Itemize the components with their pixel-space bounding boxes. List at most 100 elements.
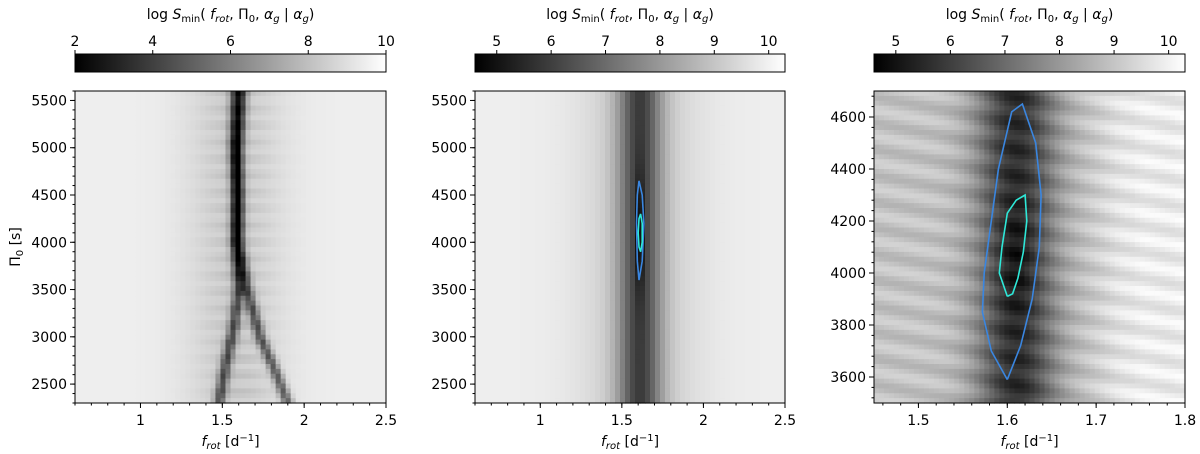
heatmap-cell	[540, 130, 546, 136]
heatmap-cell	[360, 115, 367, 121]
heatmap-cell	[150, 383, 156, 389]
heatmap-cell	[295, 344, 302, 350]
heatmap-cell	[130, 120, 136, 126]
heatmap-cell	[250, 95, 257, 102]
heatmap-cell	[340, 173, 347, 180]
heatmap-cell	[75, 256, 81, 263]
heatmap-cell	[525, 125, 531, 131]
heatmap-cell	[310, 271, 317, 277]
heatmap-cell	[310, 222, 317, 229]
heatmap-cell	[80, 159, 86, 165]
heatmap-cell	[285, 383, 292, 389]
y-tick-label: 5000	[31, 141, 67, 157]
heatmap-cell	[375, 237, 382, 243]
heatmap-cell	[525, 261, 531, 268]
heatmap-cell	[525, 91, 531, 97]
heatmap-cell	[200, 222, 207, 229]
heatmap-cell	[150, 364, 156, 370]
heatmap-cell	[145, 276, 151, 282]
heatmap-cell	[495, 178, 501, 185]
heatmap-cell	[195, 91, 202, 97]
heatmap-cell	[180, 261, 186, 268]
heatmap-cell	[160, 247, 166, 253]
heatmap-cell	[285, 130, 292, 136]
heatmap-cell	[190, 242, 196, 248]
heatmap-cell	[290, 125, 297, 131]
heatmap-cell	[155, 188, 161, 194]
heatmap-cell	[235, 329, 242, 336]
heatmap-cell	[220, 232, 227, 238]
heatmap-cell	[495, 271, 501, 277]
heatmap-cell	[220, 217, 227, 224]
heatmap-cell	[75, 290, 81, 297]
heatmap-cell	[205, 378, 212, 385]
heatmap-cell	[315, 344, 322, 350]
heatmap-cell	[290, 329, 297, 336]
heatmap-cell	[140, 266, 146, 272]
heatmap-cell	[135, 364, 141, 370]
heatmap-cell	[345, 169, 352, 175]
heatmap-cell	[305, 208, 312, 214]
heatmap-cell	[510, 315, 516, 321]
heatmap-cell	[380, 281, 387, 287]
heatmap-cell	[480, 325, 486, 331]
heatmap-cell	[370, 300, 377, 307]
heatmap-cell	[130, 368, 136, 375]
heatmap-cell	[525, 110, 531, 116]
heatmap-cell	[170, 130, 176, 136]
heatmap-cell	[255, 105, 262, 112]
heatmap-cell	[295, 334, 302, 341]
heatmap-cell	[500, 110, 506, 116]
heatmap-cell	[305, 364, 312, 370]
heatmap-cell	[165, 169, 171, 175]
heatmap-cell	[165, 134, 171, 141]
heatmap-cell	[125, 315, 131, 321]
heatmap-cell	[365, 281, 372, 287]
heatmap-cell	[305, 237, 312, 243]
heatmap-cell	[140, 388, 146, 394]
heatmap-cell	[475, 91, 481, 97]
heatmap-cell	[245, 344, 252, 350]
heatmap-cell	[135, 193, 141, 199]
heatmap-cell	[240, 139, 247, 146]
heatmap-cell	[320, 134, 327, 141]
heatmap-cell	[175, 178, 181, 185]
heatmap-cell	[75, 134, 81, 141]
heatmap-cell	[145, 222, 151, 229]
heatmap-cell	[335, 169, 342, 175]
heatmap-cell	[110, 286, 116, 292]
heatmap-cell	[240, 295, 247, 302]
heatmap-cell	[105, 334, 111, 341]
heatmap-cell	[95, 290, 101, 297]
heatmap-cell	[520, 212, 526, 219]
heatmap-cell	[80, 222, 86, 229]
y-tick-label: 4000	[31, 235, 67, 251]
heatmap-cell	[175, 242, 181, 248]
heatmap-cell	[290, 349, 297, 355]
heatmap-cell	[260, 188, 267, 194]
heatmap-cell	[100, 232, 106, 238]
heatmap-cell	[235, 373, 242, 380]
heatmap-cell	[355, 315, 362, 321]
heatmap-cell	[275, 125, 282, 131]
heatmap-cell	[330, 325, 337, 331]
heatmap-cell	[75, 130, 81, 136]
panel-left: 1 1.5 2 2.52500300035004000450050005500frot…	[8, 7, 397, 452]
heatmap-cell	[540, 227, 546, 233]
heatmap-cell	[380, 100, 387, 107]
heatmap-cell	[330, 110, 337, 116]
heatmap-cell	[165, 95, 171, 102]
heatmap-cell	[315, 266, 322, 272]
heatmap-cell	[325, 320, 332, 326]
heatmap-cell	[285, 388, 292, 394]
heatmap-cell	[240, 325, 247, 331]
heatmap-cell	[205, 354, 212, 360]
heatmap-cell	[220, 134, 227, 141]
heatmap-cell	[195, 295, 202, 302]
heatmap-cell	[275, 325, 282, 331]
heatmap-cell	[270, 164, 277, 170]
heatmap-cell	[105, 305, 111, 311]
heatmap-cell	[515, 91, 521, 97]
heatmap-cell	[170, 251, 176, 258]
heatmap-cell	[305, 247, 312, 253]
